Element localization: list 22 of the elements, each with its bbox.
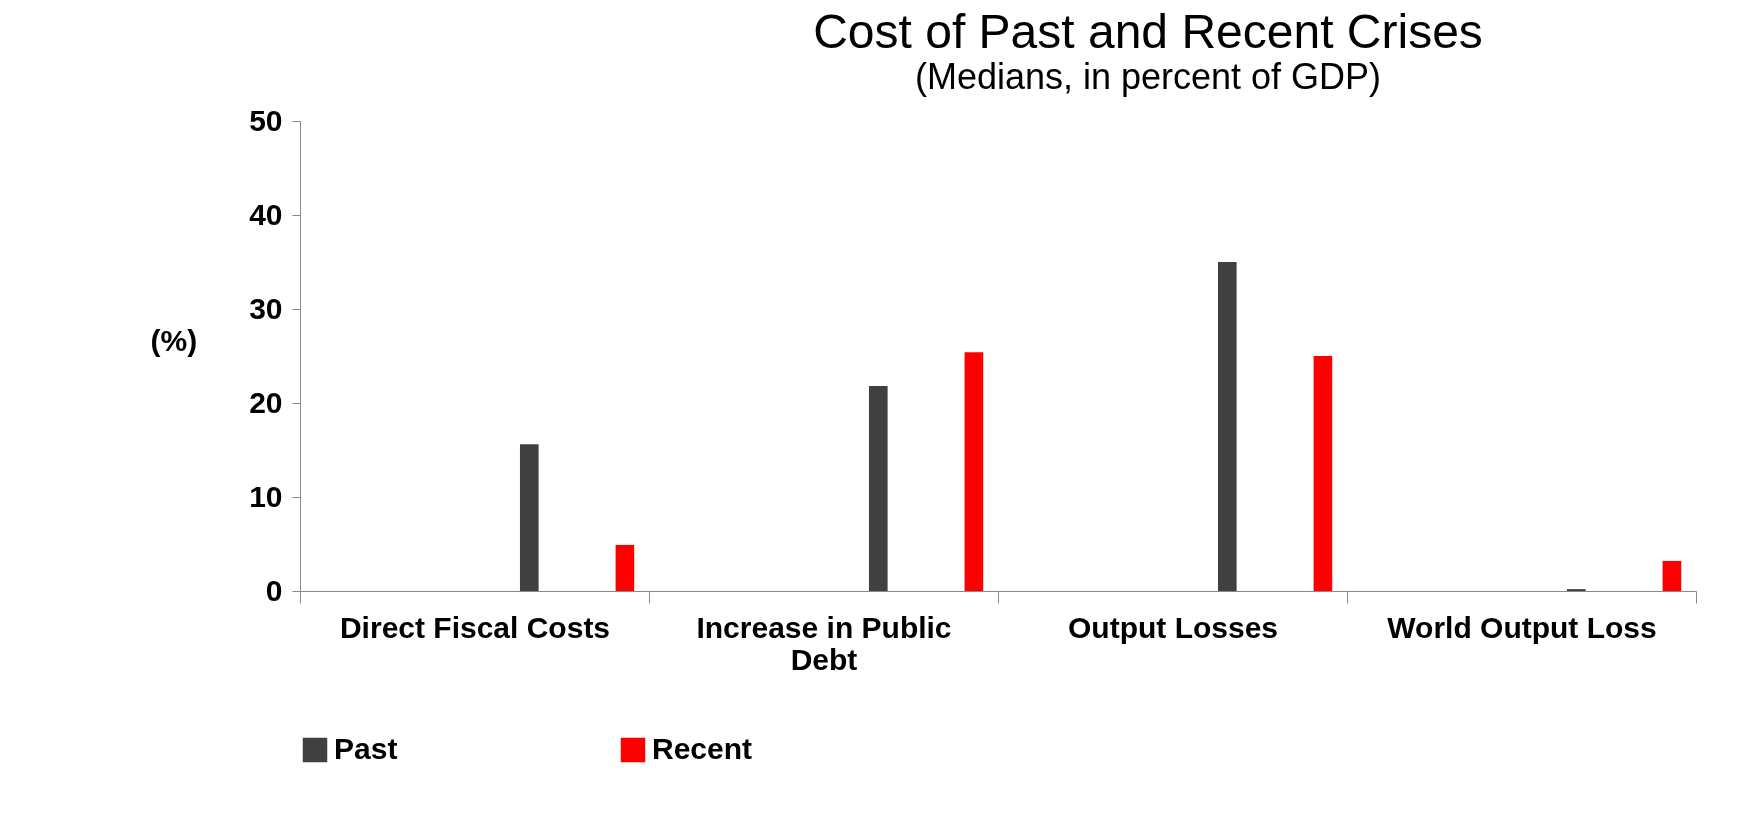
x-tick-label: Output Losses	[1067, 610, 1279, 644]
chart-title: Cost of Past and Recent Crises	[813, 5, 1483, 58]
chart-subtitle: (Medians, in percent of GDP)	[914, 56, 1382, 97]
legend-label: Recent	[652, 732, 753, 765]
bar	[964, 352, 984, 591]
y-tick-label: 40	[249, 197, 283, 231]
x-tick-label: Increase in Public Debt	[696, 610, 952, 676]
y-tick-label: 10	[249, 479, 283, 513]
y-tick-label: 30	[249, 291, 283, 325]
bar	[615, 544, 635, 591]
bar	[1313, 356, 1333, 591]
y-tick-label: 0	[265, 573, 283, 607]
bar	[868, 386, 888, 591]
bar	[1662, 560, 1682, 591]
y-tick-label: 20	[249, 385, 283, 419]
x-tick-label: Direct Fiscal Costs	[339, 610, 611, 644]
bar	[1217, 262, 1237, 591]
y-axis-title: (%)	[150, 323, 198, 357]
x-tick-label: World Output Loss	[1387, 610, 1657, 644]
legend-label: Past	[334, 732, 398, 765]
y-tick-label: 50	[249, 103, 283, 137]
bar	[519, 444, 539, 591]
